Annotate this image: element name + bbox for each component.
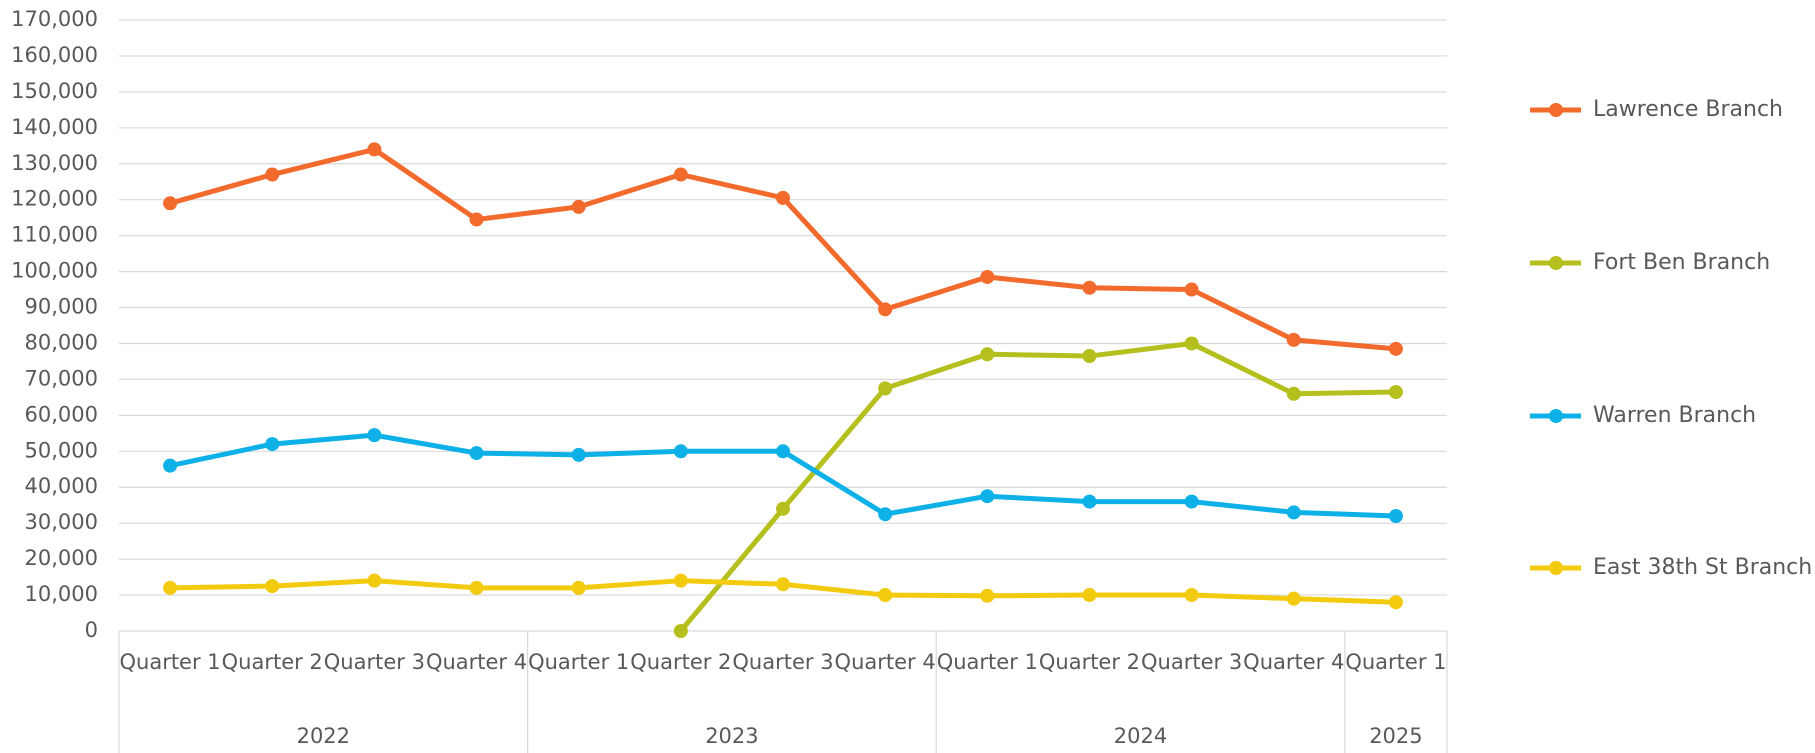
data-point [367,142,382,157]
data-point [571,447,586,462]
data-point [1388,595,1403,610]
legend-label: Lawrence Branch [1593,97,1783,122]
data-point [1286,591,1301,606]
x-tick-label: Quarter 4 [1243,650,1345,674]
data-point [980,269,995,284]
data-point [469,212,484,227]
x-group-label: 2023 [705,724,759,748]
y-tick-label: 110,000 [11,223,98,247]
data-point [878,381,893,396]
x-tick-label: Quarter 1 [1345,650,1447,674]
data-point [980,489,995,504]
data-point [776,444,790,459]
x-tick-label: Quarter 1 [119,650,221,674]
data-point [1388,384,1403,399]
data-point [1184,494,1199,509]
series-line [169,146,1397,352]
y-tick-label: 150,000 [11,79,98,103]
data-point [367,573,382,588]
data-point [163,580,178,595]
y-tick-label: 140,000 [11,115,98,139]
data-point [1082,349,1097,364]
y-tick-label: 160,000 [11,43,98,67]
x-tick-label: Quarter 2 [630,650,732,674]
data-point [265,167,280,182]
data-point [673,624,688,638]
data-point [265,437,280,452]
data-point [980,588,995,603]
x-group-label: 2024 [1113,724,1168,748]
legend-marker [1549,103,1563,117]
data-point [673,167,688,182]
data-point [1082,494,1097,509]
y-tick-label: 90,000 [25,295,98,319]
data-point [776,190,790,205]
y-tick-label: 70,000 [25,366,98,390]
data-point [878,507,893,522]
data-point [367,428,382,443]
y-tick-label: 130,000 [11,151,98,175]
data-point [776,577,790,592]
data-point [571,199,586,214]
legend-label: East 38th St Branch [1593,555,1812,580]
data-point [776,501,790,516]
y-tick-label: 40,000 [25,474,98,498]
data-point [1286,332,1301,347]
x-tick-label: Quarter 4 [834,650,936,674]
data-point [1082,280,1097,295]
y-tick-label: 0 [85,618,98,642]
data-point [1388,341,1403,356]
data-point [571,580,586,595]
x-tick-label: Quarter 3 [732,650,834,674]
data-point [673,573,688,588]
data-point [1388,508,1403,523]
data-point [980,347,995,362]
x-tick-label: Quarter 3 [1141,650,1243,674]
y-tick-label: 120,000 [11,187,98,211]
y-tick-label: 80,000 [25,330,98,354]
y-tick-label: 100,000 [11,259,98,283]
data-point [1184,282,1199,297]
legend-marker [1549,256,1563,270]
data-point [673,444,688,459]
x-tick-label: Quarter 1 [528,650,630,674]
y-tick-label: 170,000 [11,7,98,31]
data-point [878,302,893,317]
data-point [163,458,178,473]
data-point [265,579,280,594]
legend-label: Fort Ben Branch [1593,250,1770,275]
x-tick-label: Quarter 1 [936,650,1038,674]
y-tick-label: 20,000 [25,546,98,570]
x-tick-label: Quarter 4 [425,650,528,674]
data-point [1286,386,1301,401]
series-line [678,340,1396,633]
y-tick-label: 50,000 [25,438,98,462]
y-tick-label: 30,000 [25,510,98,534]
x-tick-label: Quarter 2 [1038,650,1141,674]
data-point [163,196,178,211]
x-tick-label: Quarter 2 [221,650,323,674]
x-tick-label: Quarter 3 [323,650,425,674]
legend-marker [1549,561,1563,575]
y-tick-label: 10,000 [25,582,98,606]
x-group-label: 2022 [296,724,351,748]
data-point [469,446,484,461]
data-point [469,580,484,595]
data-point [1184,336,1199,351]
data-point [878,588,893,603]
y-tick-label: 60,000 [25,402,98,426]
x-group-label: 2025 [1369,724,1423,748]
legend-marker [1549,409,1563,423]
data-point [1082,588,1097,603]
data-point [1184,588,1199,603]
data-point [1286,505,1301,520]
legend-label: Warren Branch [1593,403,1756,428]
